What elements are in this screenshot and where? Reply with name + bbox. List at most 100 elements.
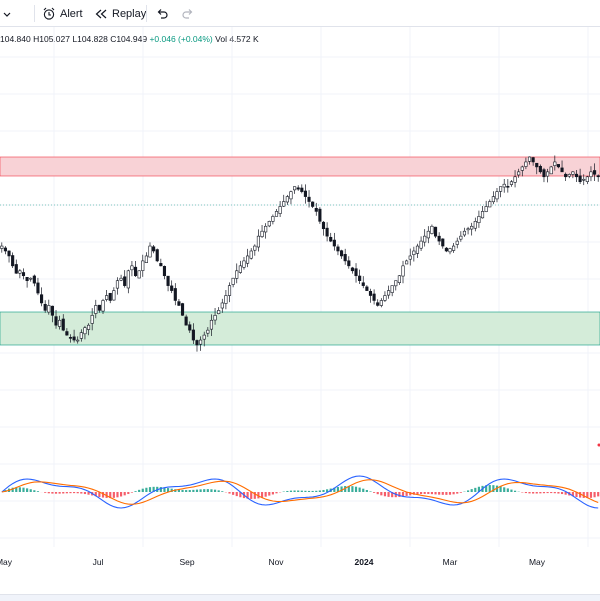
candle-body [319, 209, 322, 221]
macd-histogram-bar [200, 489, 202, 492]
candle-body [199, 340, 202, 344]
candle-body [134, 267, 137, 276]
macd-histogram-bar [236, 492, 238, 496]
candle-body [192, 330, 195, 340]
candle-body [261, 231, 264, 236]
candle-body [142, 261, 145, 271]
candle-body [405, 261, 408, 264]
candle-body [376, 303, 379, 306]
macd-histogram-bar [554, 492, 556, 493]
macd-histogram-bar [319, 490, 321, 492]
macd-histogram-bar [62, 492, 64, 493]
macd-histogram-bar [192, 490, 194, 492]
candle-body [73, 337, 76, 340]
macd-histogram-bar [131, 492, 133, 493]
candle-body [40, 295, 43, 303]
candle-body [481, 211, 484, 217]
macd-histogram-bar [196, 490, 198, 492]
candle-body [11, 256, 14, 266]
macd-histogram-bar [547, 492, 549, 493]
macd-histogram-bar [232, 492, 234, 495]
candle-body [174, 288, 177, 300]
candle-body [575, 174, 578, 177]
macd-histogram-bar [290, 491, 292, 492]
price-chart[interactable] [0, 27, 600, 548]
candle-body [384, 296, 387, 301]
macd-histogram-bar [116, 492, 118, 497]
candle-body [297, 188, 300, 189]
redo-button[interactable] [181, 4, 195, 23]
candle-body [402, 266, 405, 276]
candle-body [76, 340, 79, 341]
macd-histogram-bar [120, 492, 122, 496]
candle-body [557, 164, 560, 167]
candle-body [15, 264, 18, 273]
candle-body [33, 276, 36, 283]
candle-body [308, 197, 311, 201]
candle-body [416, 246, 419, 253]
macd-histogram-bar [297, 490, 299, 492]
candle-body [163, 266, 166, 275]
candle-body [58, 320, 61, 326]
candle-body [196, 340, 199, 345]
macd-histogram-bar [380, 492, 382, 495]
time-axis: MayJulSepNov2024MarMay [0, 548, 600, 572]
macd-histogram-bar [33, 490, 35, 492]
candle-body [333, 240, 336, 246]
candle-body [149, 246, 152, 257]
candle-body [181, 304, 184, 316]
candle-body [279, 206, 282, 213]
candle-body [246, 256, 249, 263]
candle-body [91, 315, 94, 323]
macd-histogram-bar [532, 492, 534, 494]
candle-body [66, 332, 69, 336]
macd-histogram-bar [113, 492, 115, 498]
macd-histogram-bar [51, 492, 53, 494]
macd-histogram-bar [460, 492, 462, 493]
candle-body [434, 227, 437, 236]
candle-body [514, 177, 517, 183]
candle-body [69, 337, 72, 338]
time-axis-tick: Jul [93, 557, 104, 567]
macd-histogram-bar [272, 492, 274, 494]
macd-histogram-bar [189, 490, 191, 492]
candle-body [409, 256, 412, 259]
macd-histogram-bar [434, 492, 436, 494]
chevron-down-icon[interactable] [2, 4, 12, 23]
candle-body [463, 231, 466, 235]
time-axis-tick: May [529, 557, 545, 567]
candle-body [188, 325, 191, 330]
candle-body [116, 281, 119, 288]
macd-histogram-bar [384, 492, 386, 496]
candle-body [344, 254, 347, 261]
candle-body [329, 237, 332, 241]
candle-body [369, 291, 372, 295]
macd-histogram-bar [84, 492, 86, 494]
candle-body [80, 333, 83, 339]
candle-body [95, 305, 98, 313]
candle-body [521, 167, 524, 171]
candle-body [22, 272, 25, 275]
candle-body [138, 271, 141, 278]
candle-body [427, 231, 430, 238]
macd-histogram-bar [362, 489, 364, 492]
candle-body [579, 176, 582, 182]
macd-histogram-bar [214, 490, 216, 492]
undo-button[interactable] [155, 4, 169, 23]
macd-histogram-bar [66, 492, 68, 493]
candle-body [492, 197, 495, 202]
candle-body [1, 246, 4, 248]
candle-body [358, 276, 361, 281]
macd-histogram-bar [369, 491, 371, 492]
replay-button[interactable]: Replay [94, 4, 146, 23]
macd-histogram-bar [221, 491, 223, 492]
candle-body [228, 286, 231, 296]
candle-body [315, 208, 318, 211]
candle-body [207, 330, 210, 333]
candle-body [301, 188, 304, 192]
candle-body [37, 283, 40, 293]
candle-body [586, 177, 589, 182]
alert-button[interactable]: Alert [42, 4, 83, 23]
candle-body [413, 251, 416, 255]
macd-histogram-bar [55, 492, 57, 494]
